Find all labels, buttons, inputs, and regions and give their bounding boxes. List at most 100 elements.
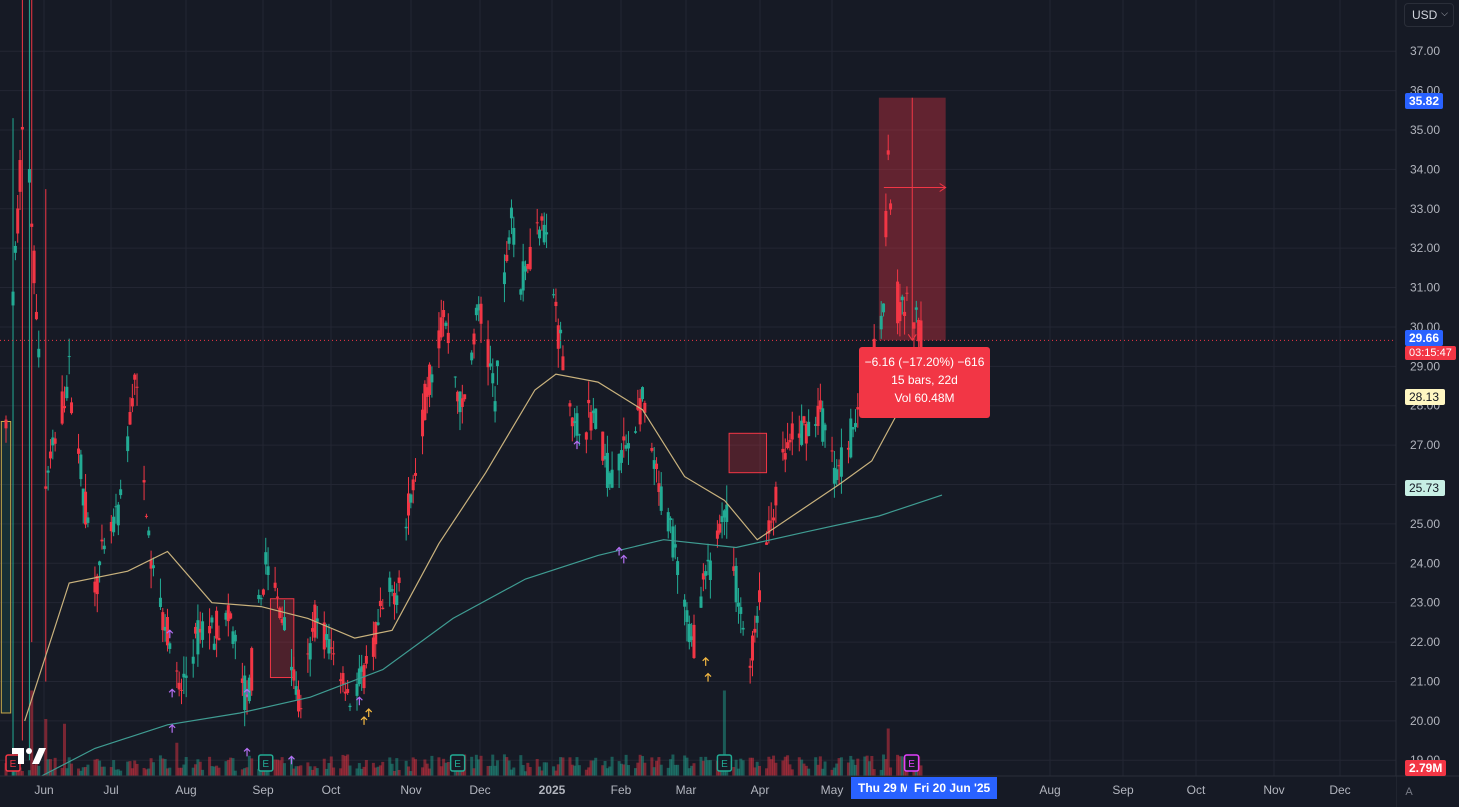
volume-bar — [168, 767, 172, 776]
x-tick-label: Jun — [34, 783, 53, 797]
price-tag-last: 29.66 — [1405, 330, 1444, 346]
candle-body — [652, 460, 656, 469]
candle-body — [846, 447, 850, 450]
candle-body — [769, 521, 773, 523]
volume-bar — [512, 767, 516, 776]
candle-body — [306, 653, 310, 655]
y-tick-label: 35.00 — [1410, 123, 1440, 137]
volume-bar — [816, 764, 820, 776]
volume-bar — [624, 754, 628, 776]
arrow-up-icon — [166, 629, 174, 639]
candle-body — [914, 307, 918, 310]
candle-body — [446, 332, 450, 344]
candle-body — [856, 407, 860, 410]
currency-selector[interactable]: USD ⌵ — [1404, 3, 1454, 27]
auto-scale-button[interactable]: A — [1405, 786, 1413, 798]
candle-body — [905, 292, 909, 294]
candlestick-series — [4, 0, 923, 776]
candle-body — [706, 559, 710, 562]
candle-body — [357, 668, 361, 685]
candle-body — [231, 631, 235, 644]
arrow-up-icon — [243, 688, 251, 698]
volume-bar — [158, 755, 162, 776]
volume-bar — [800, 759, 804, 776]
volume-bar — [685, 757, 689, 776]
candle-body — [217, 637, 221, 641]
volume-bar — [84, 767, 88, 776]
x-tick-label: Oct — [1187, 783, 1206, 797]
volume-bar — [332, 767, 336, 776]
volume-bar — [53, 757, 57, 776]
candle-body — [851, 427, 855, 430]
candle-body — [325, 634, 329, 640]
x-tick-label: Apr — [751, 783, 770, 797]
candle-body — [425, 387, 429, 397]
volume-bar — [201, 769, 205, 776]
volume-bar — [32, 764, 36, 776]
candle-body — [86, 517, 90, 523]
candle-body — [442, 310, 446, 318]
candle-body — [430, 374, 434, 383]
volume-bar — [704, 756, 708, 776]
candle-body — [428, 364, 432, 395]
candle-body — [896, 281, 900, 324]
candle-body — [27, 169, 31, 183]
candle-body — [343, 691, 347, 694]
candle-body — [708, 560, 712, 581]
measure-tool[interactable] — [878, 97, 947, 342]
measure-volume: Vol 60.48M — [894, 391, 955, 405]
candle-body — [133, 374, 137, 380]
volume-bar — [753, 767, 757, 776]
candle-body — [821, 408, 825, 442]
candle-body — [240, 678, 244, 683]
volume-bar — [226, 759, 230, 776]
candle-body — [641, 387, 645, 400]
candle-body — [741, 627, 745, 630]
volume-bar — [587, 767, 591, 776]
candle-body — [16, 208, 20, 234]
candle-body — [376, 622, 380, 625]
volume-bar — [619, 763, 623, 776]
candle-body — [479, 303, 483, 324]
candle-body — [37, 348, 41, 358]
volume-bar — [339, 768, 343, 776]
volume-bar — [554, 770, 558, 776]
volume-bar — [605, 768, 609, 776]
candle-body — [832, 467, 836, 484]
volume-bar — [245, 767, 249, 776]
candle-body — [886, 150, 890, 155]
x-tick-label: Feb — [611, 783, 632, 797]
tradingview-logo-icon[interactable] — [12, 744, 46, 766]
volume-tag: 2.79M — [1405, 760, 1447, 776]
candle-body — [44, 486, 48, 489]
volume-bar — [133, 760, 137, 776]
volume-bar — [830, 769, 834, 776]
x-tick-label: Aug — [175, 783, 196, 797]
candle-body — [329, 647, 333, 649]
candle-body — [439, 317, 443, 338]
volume-bar — [18, 767, 22, 776]
candle-body — [715, 530, 719, 539]
drawing-rectangle — [269, 598, 295, 679]
volume-bar — [362, 766, 366, 776]
volume-bar — [409, 771, 413, 776]
volume-bar — [699, 756, 703, 776]
volume-bar — [446, 761, 450, 776]
candle-body — [282, 617, 286, 631]
volume-bar — [575, 757, 579, 776]
candle-body — [535, 222, 539, 224]
candle-body — [786, 442, 790, 449]
candle-body — [264, 552, 268, 565]
volume-bar — [346, 754, 350, 776]
candle-body — [734, 565, 738, 603]
volume-bar — [308, 766, 312, 776]
candle-body — [524, 266, 528, 272]
candle-body — [95, 575, 99, 595]
candle-body — [655, 463, 659, 470]
time-axis[interactable]: Jun Jul Aug Sep Oct Nov Dec 2025 Feb Mar Apr May Aug… — [0, 775, 1459, 807]
volume-bar — [821, 768, 825, 776]
arrow-up-icon — [288, 755, 295, 765]
candle-body — [144, 515, 148, 517]
